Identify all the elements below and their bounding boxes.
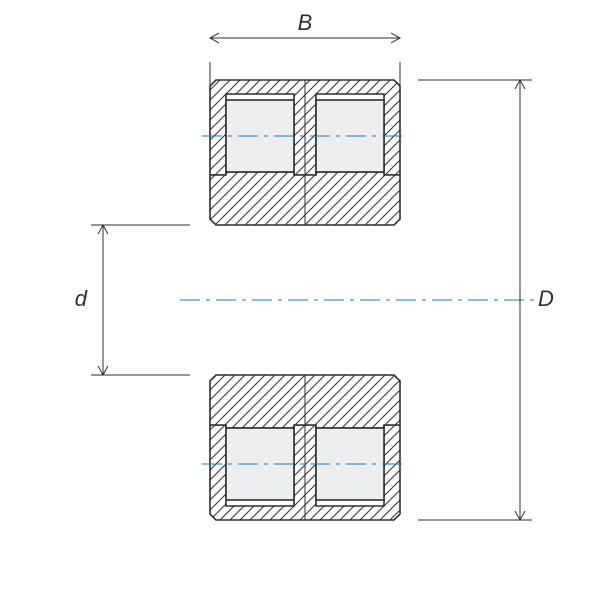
- dim-label-d: d: [75, 286, 88, 311]
- dim-label-B: B: [298, 10, 313, 35]
- dim-label-D: D: [538, 286, 554, 311]
- bearing-cross-section-diagram: Bd D: [0, 0, 600, 600]
